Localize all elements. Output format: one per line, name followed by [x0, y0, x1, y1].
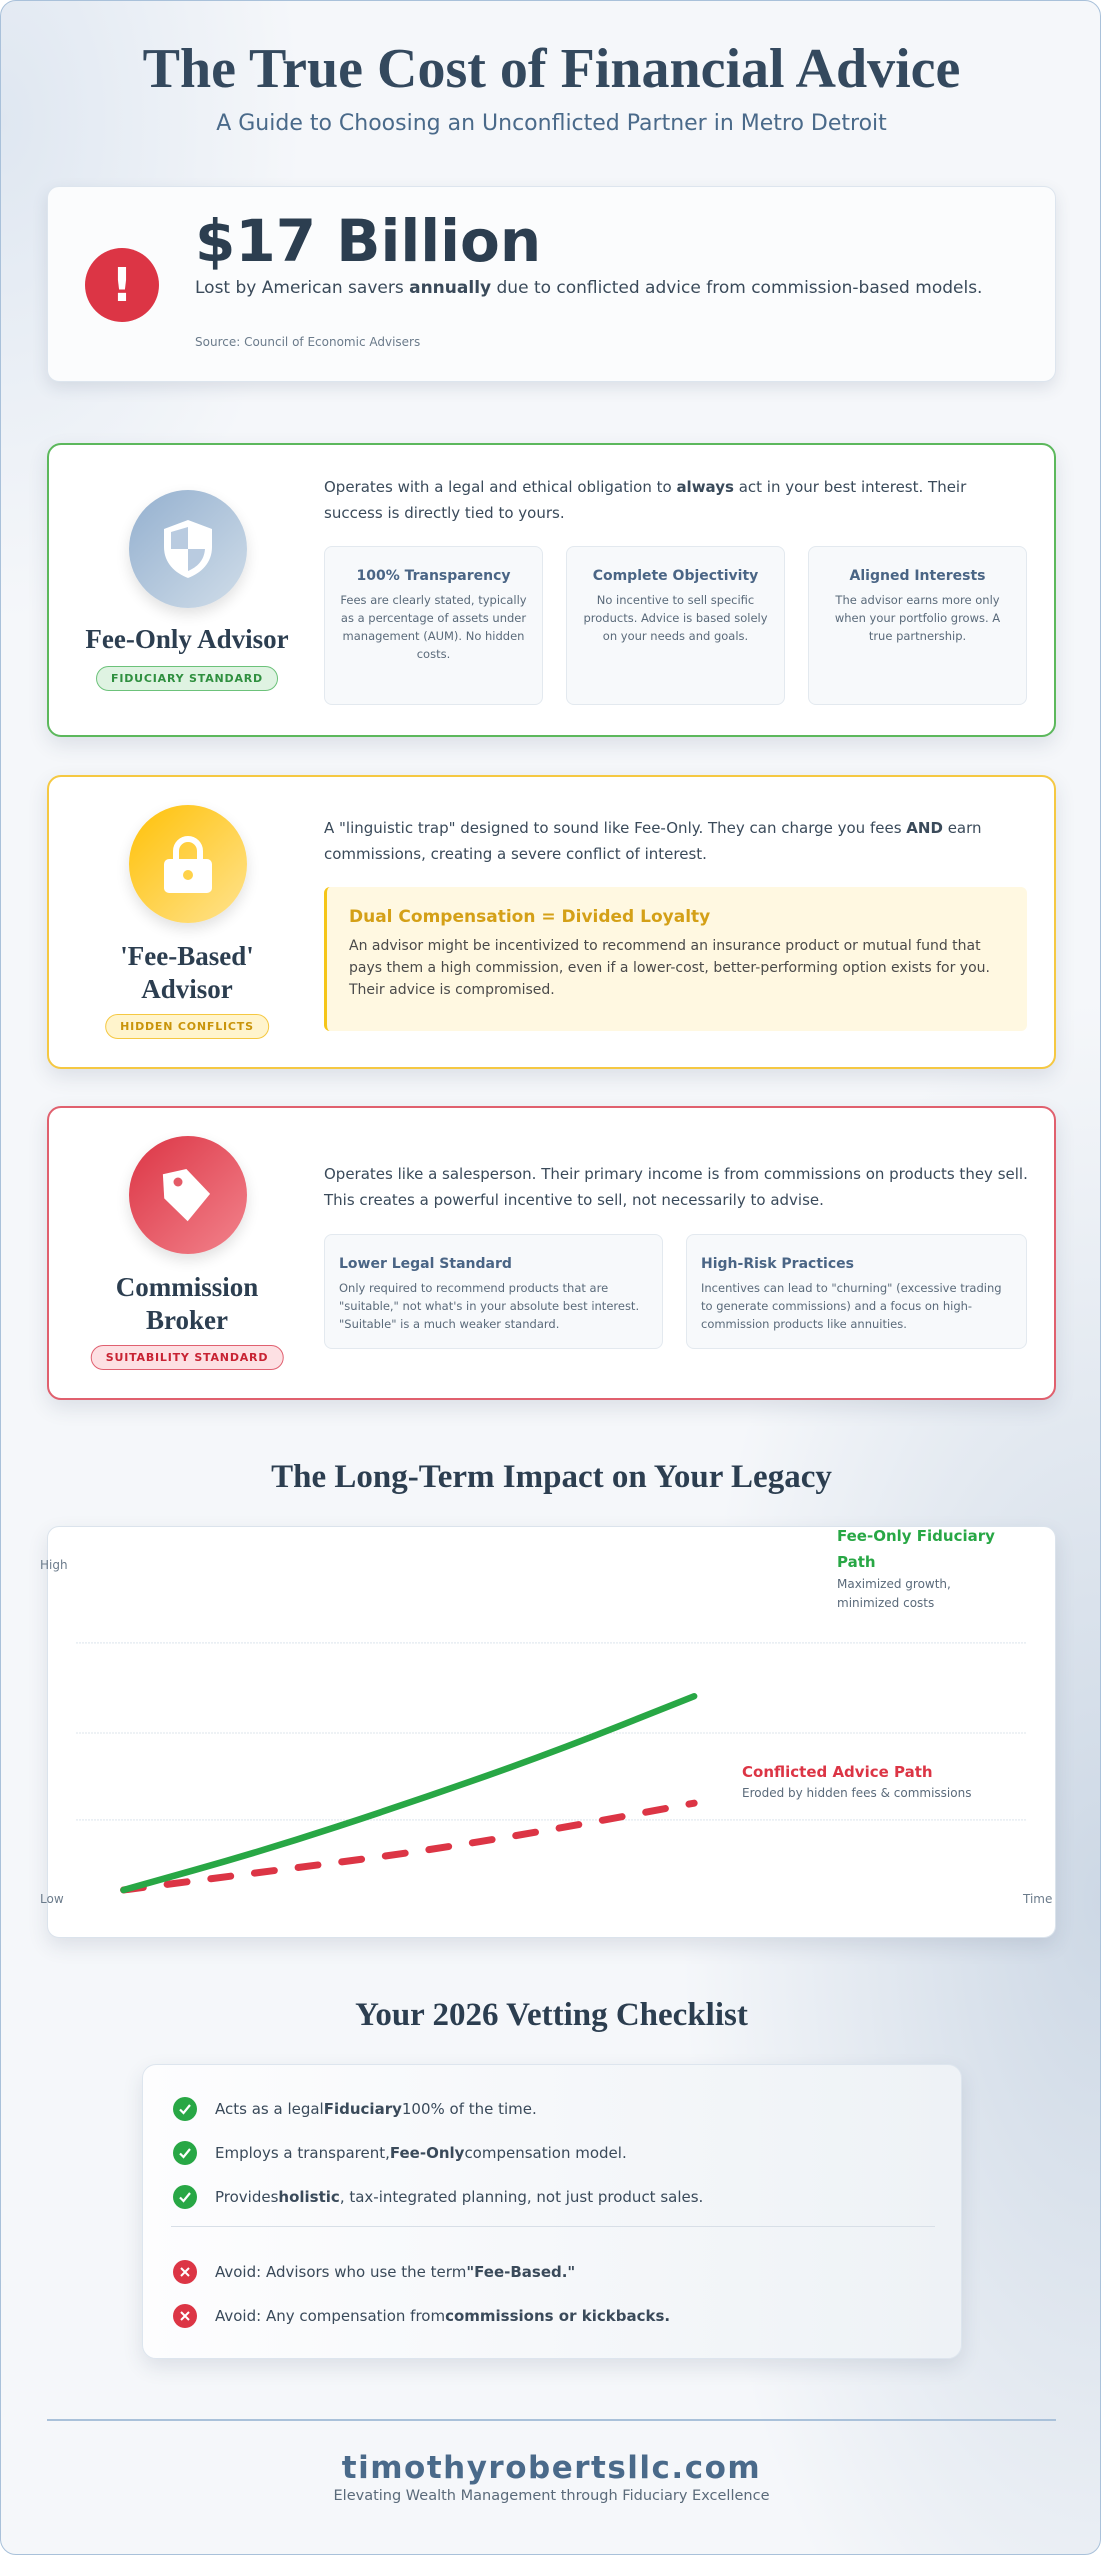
commission-broker-card: Commission Broker SUITABILITY STANDARD O… [47, 1106, 1056, 1400]
shield-icon [129, 490, 247, 608]
card-description: Operates with a legal and ethical obliga… [324, 474, 1024, 526]
text: Provides [215, 2188, 279, 2206]
emphasis: Fee-Only [389, 2144, 465, 2162]
page-title: The True Cost of Financial Advice [142, 38, 961, 100]
text: 100% of the time. [401, 2100, 537, 2118]
series-label: Conflicted Advice Path [742, 1763, 933, 1781]
chart-heading: The Long-Term Impact on Your Legacy [271, 1459, 832, 1495]
feature-box: Aligned Interests The advisor earns more … [808, 546, 1027, 705]
status-badge: SUITABILITY STANDARD [90, 1345, 284, 1370]
footer-divider [47, 2419, 1056, 2421]
page-subtitle: A Guide to Choosing an Unconflicted Part… [216, 111, 887, 136]
feature-text: Incentives can lead to "churning" (exces… [701, 1281, 1002, 1331]
feature-text: Fees are clearly stated, typically as a … [340, 593, 527, 661]
text: A "linguistic trap" designed to sound li… [324, 819, 907, 837]
emphasis: Fiduciary [323, 2100, 402, 2118]
emphasis: always [676, 478, 734, 496]
x-icon [173, 2260, 197, 2284]
card-description: A "linguistic trap" designed to sound li… [324, 815, 1024, 867]
card-title: 'Fee-Based' Advisor [120, 941, 254, 1004]
stat-card: ! $17 Billion Lost by American savers an… [47, 186, 1056, 382]
impact-chart [76, 1642, 1027, 1894]
y-tick-high: High [40, 1558, 68, 1572]
text: Avoid: Advisors who use the term [215, 2263, 467, 2281]
status-badge: HIDDEN CONFLICTS [105, 1014, 269, 1039]
checklist-item: Provides holistic, tax-integrated planni… [173, 2185, 703, 2209]
emphasis: commissions or kickbacks. [445, 2307, 671, 2325]
card-title: Fee-Only Advisor [85, 624, 289, 654]
text: compensation model. [464, 2144, 627, 2162]
stat-source: Source: Council of Economic Advisers [195, 335, 421, 349]
text: Operates with a legal and ethical obliga… [324, 478, 677, 496]
feature-text: Only required to recommend products that… [339, 1281, 640, 1331]
text: Lost by American savers [195, 278, 410, 298]
emphasis: holistic [278, 2188, 340, 2206]
tag-icon [129, 1136, 247, 1254]
series-annotation: Maximized growth, minimized costs [837, 1577, 951, 1610]
checklist-item: Employs a transparent, Fee-Only compensa… [173, 2141, 627, 2165]
footer-domain-link[interactable]: timothyrobertsllc.com [341, 2450, 762, 2486]
feature-box: High-Risk Practices Incentives can lead t… [686, 1234, 1027, 1349]
emphasis: AND [906, 819, 943, 837]
feature-box: 100% Transparency Fees are clearly stated… [324, 546, 543, 705]
check-icon [173, 2185, 197, 2209]
status-badge: FIDUCIARY STANDARD [96, 666, 278, 691]
series-line-conflicted [120, 1799, 698, 1894]
fee-only-card: Fee-Only Advisor FIDUCIARY STANDARD Oper… [47, 443, 1056, 737]
avoid-item: Avoid: Any compensation from commissions… [173, 2304, 670, 2328]
stat-value: $17 Billion [195, 207, 542, 275]
text: , tax-integrated planning, not just prod… [339, 2188, 704, 2206]
feature-box: Lower Legal Standard Only required to rec… [324, 1234, 663, 1349]
text: Employs a transparent, [215, 2144, 390, 2162]
card-description: Operates like a salesperson. Their prima… [324, 1165, 1028, 1209]
checklist-item: Acts as a legal Fiduciary 100% of the ti… [173, 2097, 537, 2121]
footer-tagline: Elevating Wealth Management through Fidu… [333, 2488, 770, 2504]
legend-conflicted: Conflicted Advice Path Eroded by hidden … [742, 1761, 1042, 1803]
series-label: Fee-Only Fiduciary Path [837, 1527, 995, 1571]
callout-text: An advisor might be incentivized to reco… [349, 938, 990, 998]
stat-description: Lost by American savers annually due to … [195, 275, 1015, 301]
text: earn commissions, creating a severe conf… [324, 819, 982, 863]
feature-title: High-Risk Practices [701, 1256, 854, 1272]
text: Acts as a legal [215, 2100, 324, 2118]
check-icon [173, 2097, 197, 2121]
chart-card [47, 1526, 1056, 1938]
callout-title: Dual Compensation = Divided Loyalty [349, 907, 711, 927]
emphasis: annually [409, 278, 492, 298]
checklist-card: Acts as a legal Fiduciary 100% of the ti… [142, 2064, 962, 2359]
feature-title: Lower Legal Standard [339, 1256, 512, 1272]
feature-text: The advisor earns more only when your po… [834, 593, 1001, 643]
checklist-heading: Your 2026 Vetting Checklist [355, 1997, 748, 2033]
y-tick-low: Low [40, 1892, 64, 1906]
series-line-fee-only [120, 1693, 698, 1894]
feature-title: Complete Objectivity [592, 568, 759, 584]
divider [171, 2226, 935, 2227]
fee-based-card: 'Fee-Based' Advisor HIDDEN CONFLICTS A "… [47, 775, 1056, 1069]
lock-icon [129, 805, 247, 923]
feature-title: 100% Transparency [356, 568, 511, 584]
legend-fee-only: Fee-Only Fiduciary Path Maximized growth… [837, 1523, 1037, 1613]
card-title: Commission Broker [115, 1272, 259, 1335]
exclamation-icon: ! [85, 248, 159, 322]
avoid-item: Avoid: Advisors who use the term "Fee-Ba… [173, 2260, 575, 2284]
x-axis-label: Time [1023, 1892, 1053, 1906]
series-annotation: Eroded by hidden fees & commissions [742, 1786, 972, 1800]
text: due to conflicted advice from commission… [491, 278, 983, 298]
emphasis: "Fee-Based." [466, 2263, 576, 2281]
warning-callout: Dual Compensation = Divided Loyalty An ad… [324, 887, 1027, 1031]
text: act in your best interest. Their success… [324, 478, 967, 522]
check-icon [173, 2141, 197, 2165]
feature-text: No incentive to sell specific products. … [583, 593, 768, 643]
feature-box: Complete Objectivity No incentive to sell… [566, 546, 785, 705]
text: Avoid: Any compensation from [215, 2307, 446, 2325]
feature-title: Aligned Interests [849, 568, 986, 584]
x-icon [173, 2304, 197, 2328]
